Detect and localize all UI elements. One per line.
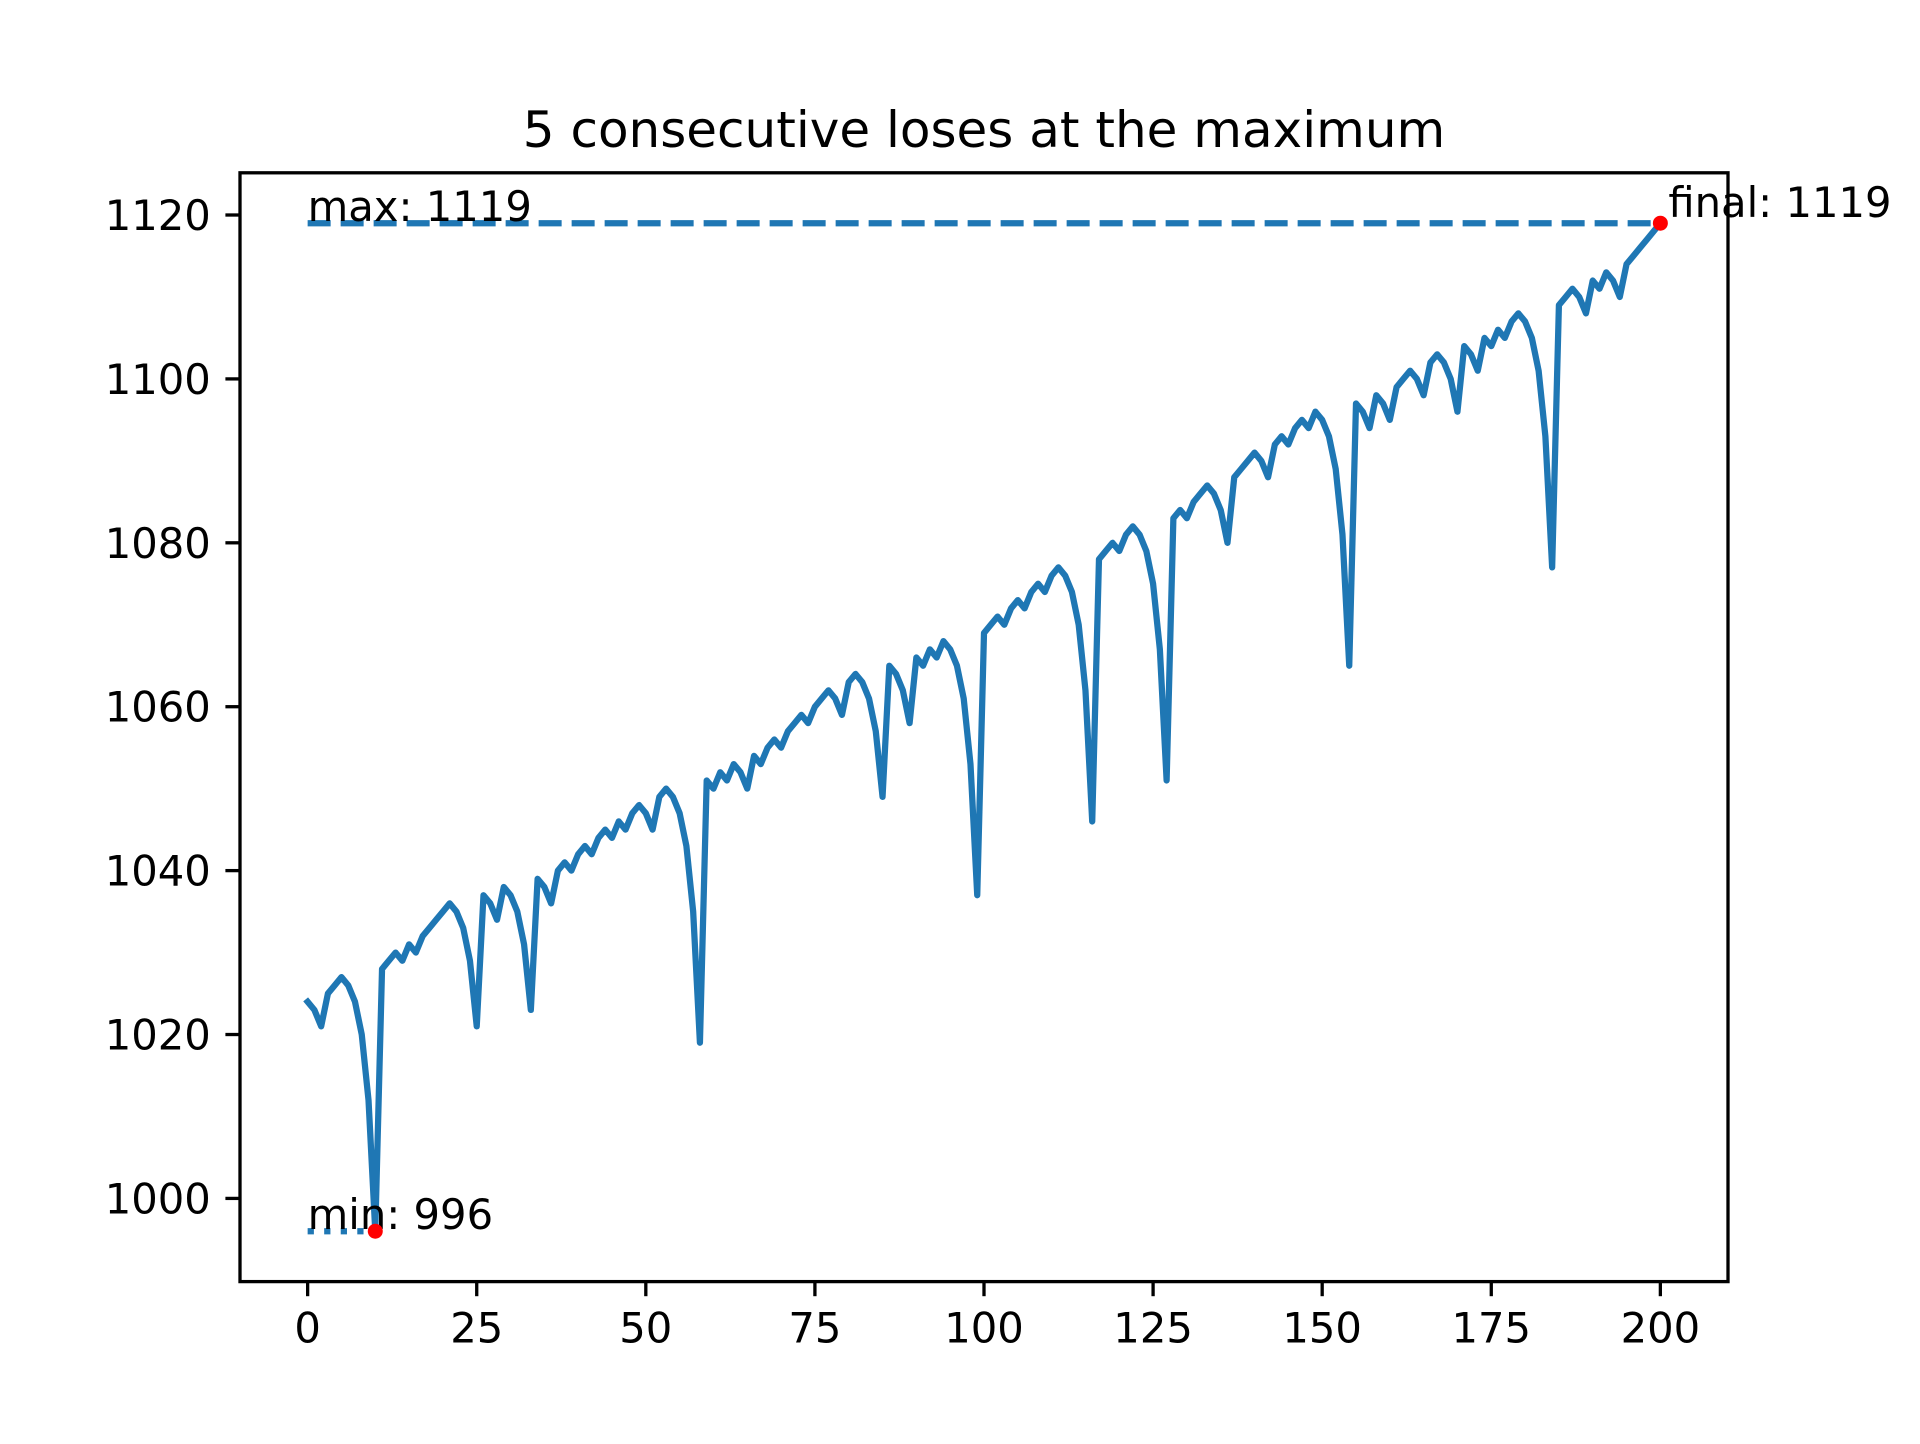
y-tick-label: 1000 xyxy=(105,1174,211,1223)
annotation: min: 996 xyxy=(308,1190,493,1239)
y-tick-label: 1100 xyxy=(105,355,211,404)
annotation: max: 1119 xyxy=(308,182,532,231)
marker-point xyxy=(367,1223,383,1239)
annotation: final: 1119 xyxy=(1668,178,1891,227)
x-tick-label: 50 xyxy=(619,1303,672,1352)
marker-point xyxy=(1652,215,1668,231)
x-tick-label: 150 xyxy=(1282,1303,1362,1352)
x-tick-label: 100 xyxy=(944,1303,1024,1352)
y-tick-label: 1120 xyxy=(105,191,211,240)
y-tick-label: 1020 xyxy=(105,1011,211,1060)
chart-title: 5 consecutive loses at the maximum xyxy=(523,101,1445,159)
x-tick-label: 175 xyxy=(1451,1303,1531,1352)
x-tick-label: 125 xyxy=(1113,1303,1193,1352)
y-tick-label: 1060 xyxy=(105,683,211,732)
y-tick-label: 1040 xyxy=(105,847,211,896)
data-line xyxy=(303,218,1665,1235)
x-tick-label: 0 xyxy=(294,1303,321,1352)
x-tick-label: 200 xyxy=(1621,1303,1701,1352)
x-tick-label: 75 xyxy=(788,1303,841,1352)
x-tick-label: 25 xyxy=(450,1303,503,1352)
y-tick-label: 1080 xyxy=(105,519,211,568)
plot-frame xyxy=(238,171,1730,1284)
